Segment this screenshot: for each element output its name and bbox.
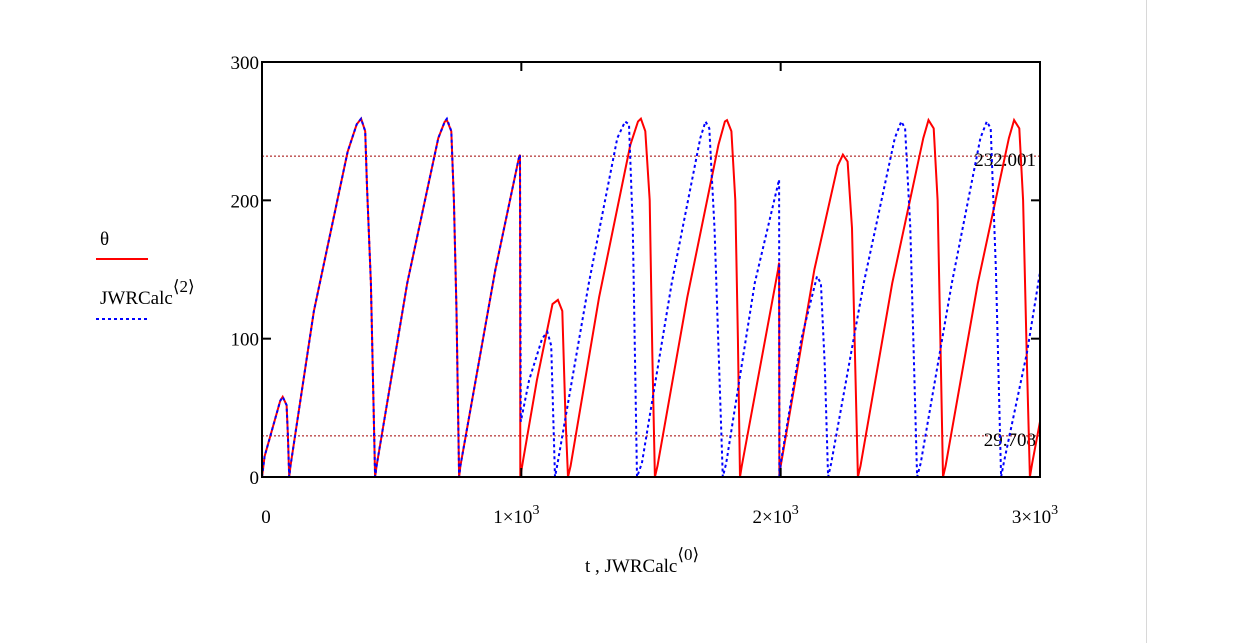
series-line-theta xyxy=(261,116,1041,478)
x-tick-mantissa: 2×10 xyxy=(753,507,792,528)
y-tick-label: 300 xyxy=(231,53,260,74)
x-tick-label: 0 xyxy=(261,507,271,528)
x-tick-label: 3×103 xyxy=(1012,503,1058,528)
x-tick-label: 2×103 xyxy=(753,503,799,528)
x-tick-mantissa: 1×10 xyxy=(493,507,532,528)
y-tick-label: 0 xyxy=(250,468,260,489)
series-lines xyxy=(261,116,1041,478)
x-tick-mantissa: 0 xyxy=(261,507,271,528)
x-tick-exponent: 3 xyxy=(1051,503,1058,518)
x-tick-exponent: 3 xyxy=(532,503,539,518)
x-tick-exponent: 3 xyxy=(792,503,799,518)
series-line-jwrcalc xyxy=(261,116,1041,478)
marker-label: 29.708 xyxy=(984,430,1036,451)
legend: θ JWRCalc⟨2⟩ xyxy=(96,229,195,320)
legend-label-jwrcalc: JWRCalc⟨2⟩ xyxy=(100,277,195,309)
x-tick-label: 1×103 xyxy=(493,503,539,528)
legend-label-theta: θ xyxy=(100,229,109,250)
y-tick-label: 100 xyxy=(231,330,260,351)
y-tick-label: 200 xyxy=(231,191,260,212)
x-axis-label: t , JWRCalc⟨0⟩ xyxy=(585,545,699,577)
plot-frame xyxy=(261,61,1041,478)
x-tick-mantissa: 3×10 xyxy=(1012,507,1051,528)
page-edge-divider xyxy=(1146,0,1147,643)
